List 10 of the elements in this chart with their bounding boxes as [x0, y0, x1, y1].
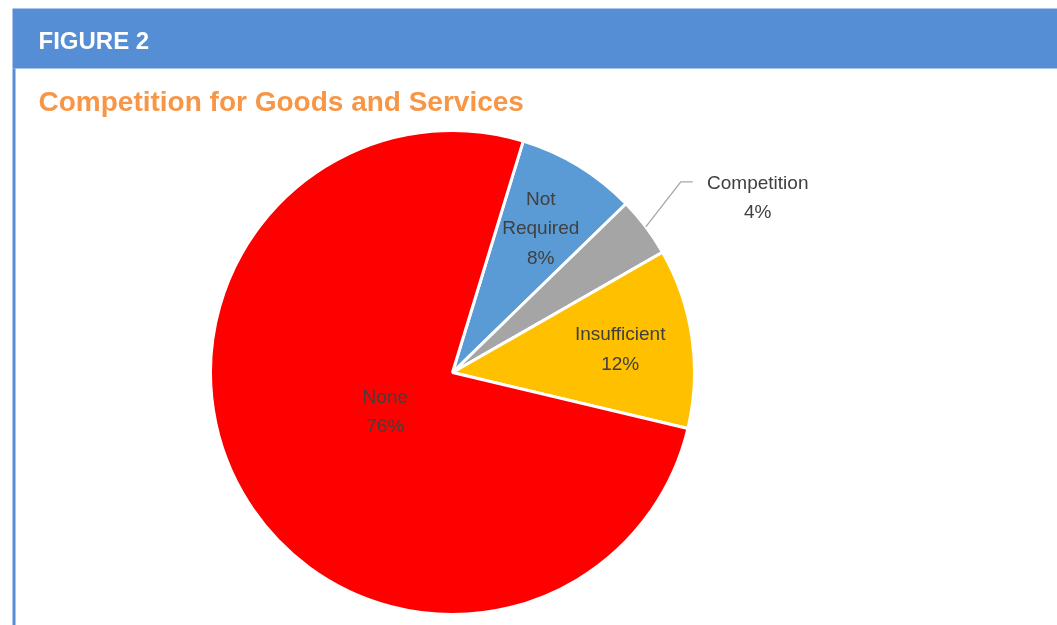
- slice-label: Not Required: [502, 188, 580, 239]
- chart-title: Competition for Goods and Services: [38, 86, 524, 117]
- data-label: 12%: [601, 352, 640, 374]
- slice-label: Competition: [707, 171, 809, 193]
- slice-label: None: [362, 385, 409, 407]
- data-label: 76%: [366, 415, 405, 437]
- data-label: 8%: [527, 246, 555, 268]
- data-label: 4%: [744, 201, 772, 223]
- caption: FIGURE 2: [38, 27, 150, 54]
- slice-label: Insufficient: [574, 323, 667, 345]
